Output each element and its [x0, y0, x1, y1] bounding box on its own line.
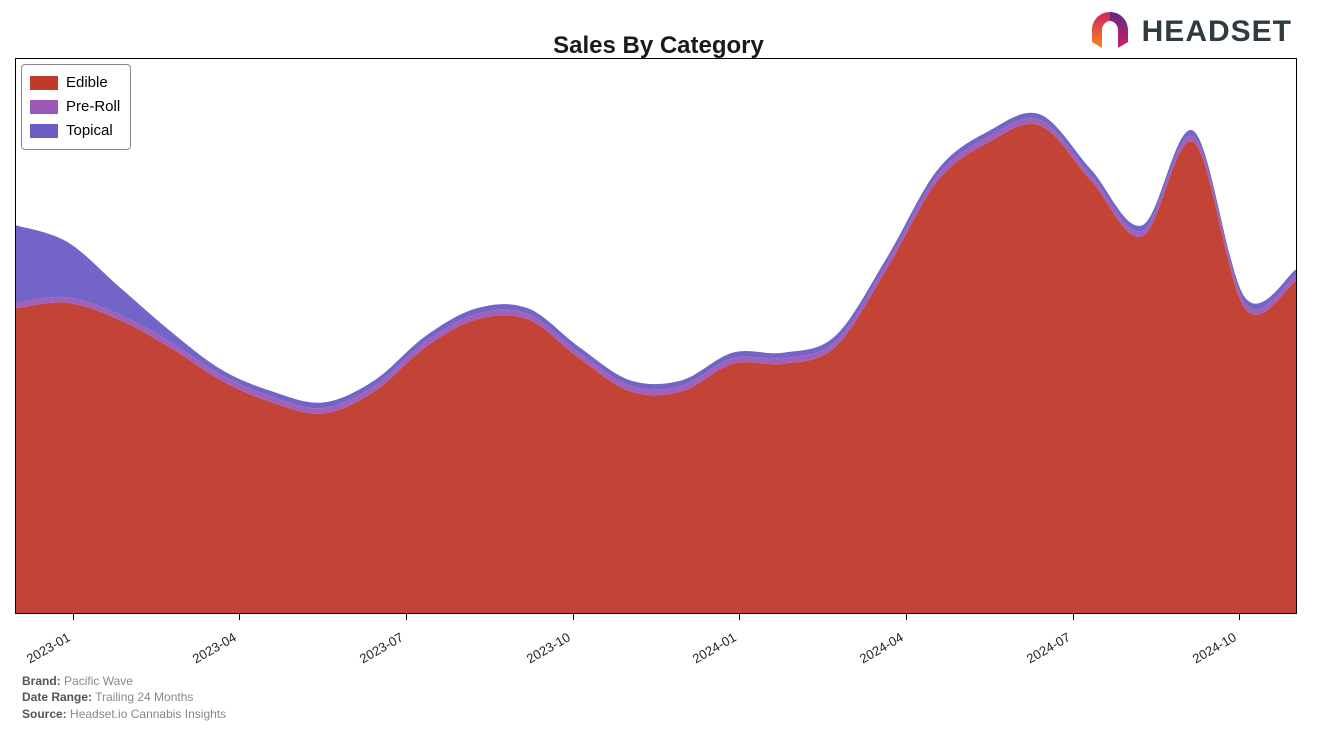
footer-brand: Brand: Pacific Wave	[22, 673, 226, 690]
x-tick-label: 2023-04	[190, 630, 239, 667]
x-tick-label: 2024-01	[690, 630, 739, 667]
x-tick-mark	[73, 614, 74, 620]
x-tick-label: 2023-07	[357, 630, 406, 667]
x-tick-mark	[406, 614, 407, 620]
legend-label-topical: Topical	[66, 119, 113, 143]
legend-swatch-edible	[30, 76, 58, 90]
footer-source: Source: Headset.io Cannabis Insights	[22, 706, 226, 723]
legend-swatch-topical	[30, 124, 58, 138]
legend-item-edible: Edible	[30, 71, 120, 95]
chart-container: HEADSET Sales By Category Edible Pre-Rol…	[0, 0, 1317, 739]
legend-swatch-preroll	[30, 100, 58, 114]
x-tick-label: 2024-07	[1024, 630, 1073, 667]
footer-date-range: Date Range: Trailing 24 Months	[22, 689, 226, 706]
x-tick-mark	[239, 614, 240, 620]
x-tick-label: 2023-10	[524, 630, 573, 667]
x-tick-label: 2024-10	[1190, 630, 1239, 667]
legend: Edible Pre-Roll Topical	[21, 64, 131, 150]
x-tick-label: 2024-04	[857, 630, 906, 667]
legend-label-preroll: Pre-Roll	[66, 95, 120, 119]
plot-area: Edible Pre-Roll Topical	[15, 58, 1297, 614]
legend-label-edible: Edible	[66, 71, 108, 95]
x-tick-mark	[906, 614, 907, 620]
legend-item-preroll: Pre-Roll	[30, 95, 120, 119]
x-tick-mark	[1073, 614, 1074, 620]
x-tick-label: 2023-01	[24, 630, 73, 667]
x-tick-mark	[573, 614, 574, 620]
stacked-area-svg	[16, 59, 1296, 613]
legend-item-topical: Topical	[30, 119, 120, 143]
chart-title: Sales By Category	[0, 32, 1317, 60]
x-tick-mark	[1239, 614, 1240, 620]
x-tick-mark	[739, 614, 740, 620]
chart-footer: Brand: Pacific Wave Date Range: Trailing…	[22, 673, 226, 723]
